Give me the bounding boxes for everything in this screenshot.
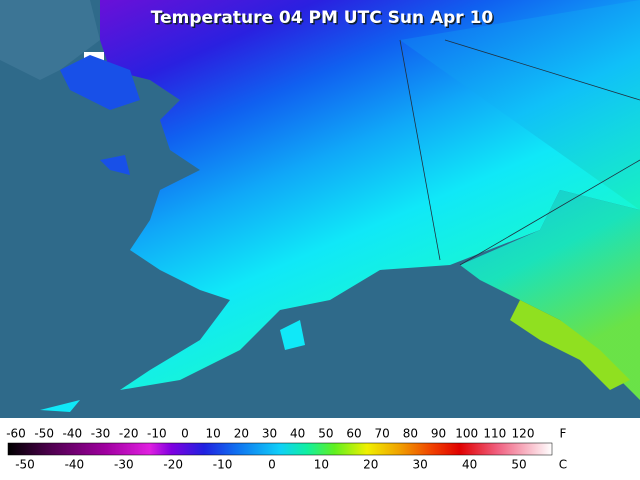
legend-label: 40 [462, 458, 477, 472]
legend-label: -30 [91, 427, 111, 441]
legend-label: 20 [363, 458, 378, 472]
chukotka-land [60, 55, 140, 110]
border [459, 159, 640, 266]
legend-label: 20 [234, 427, 249, 441]
legend-label: -20 [163, 458, 183, 472]
color-bar [7, 442, 553, 456]
legend-label: 110 [483, 427, 506, 441]
legend-label: 40 [290, 427, 305, 441]
legend-label: 120 [512, 427, 535, 441]
title-shadow: Temperature 04 PM UTC Sun Apr 10 [152, 10, 495, 30]
island [280, 320, 305, 350]
legend-label: 0 [181, 427, 189, 441]
unit-label: F [560, 427, 567, 441]
legend-label: -20 [119, 427, 139, 441]
border [399, 39, 441, 261]
legend-label: 30 [262, 427, 277, 441]
legend-label: 90 [431, 427, 446, 441]
legend-label: 100 [455, 427, 478, 441]
legend-label: 50 [511, 458, 526, 472]
legend-label: -10 [213, 458, 233, 472]
legend-labels: -60 -50 -40 -30 -20 -10 0 10 20 30 40 50 60 70 80 90 100… [6, 427, 534, 472]
russia-land [0, 0, 100, 80]
legend-label: 10 [314, 458, 329, 472]
legend-label: 60 [346, 427, 361, 441]
island [40, 400, 80, 412]
island [100, 155, 130, 175]
legend-label: 50 [318, 427, 333, 441]
panhandle [510, 300, 630, 390]
legend-label: -40 [63, 427, 83, 441]
title: Temperature 04 PM UTC Sun Apr 10 [151, 8, 494, 28]
legend-label: 80 [403, 427, 418, 441]
canada-land [400, 0, 640, 400]
legend-label: -50 [34, 427, 54, 441]
legend-label: 0 [268, 458, 276, 472]
legend-label: 10 [206, 427, 221, 441]
legend-label: -50 [15, 458, 35, 472]
border [444, 39, 640, 101]
unit-label: C [559, 458, 567, 472]
legend-label: -40 [65, 458, 85, 472]
legend-label: -30 [114, 458, 134, 472]
legend-label: -60 [6, 427, 26, 441]
legend-label: -10 [147, 427, 167, 441]
legend-label: 70 [375, 427, 390, 441]
legend-label: 30 [413, 458, 428, 472]
